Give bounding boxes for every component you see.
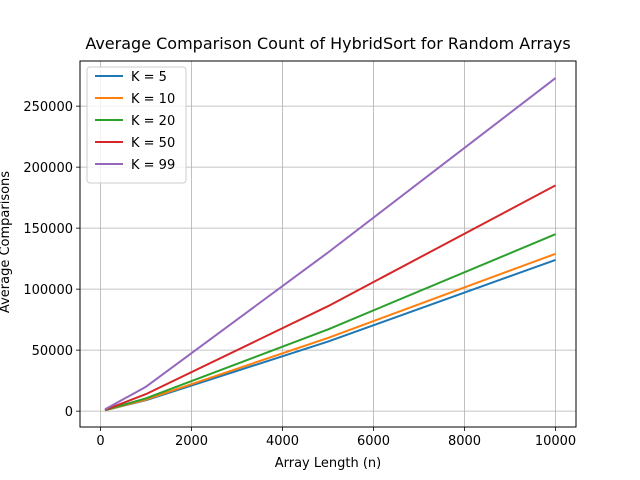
plot-frame (79, 60, 577, 428)
x-tick-label: 0 (96, 434, 104, 449)
x-tick-label: 8000 (448, 434, 481, 449)
chart-title: Average Comparison Count of HybridSort f… (85, 34, 570, 53)
x-tick-label: 6000 (357, 434, 390, 449)
series-line-k-20 (104, 233, 556, 412)
series-line-k-50 (104, 184, 556, 411)
y-tick-label: 0 (65, 405, 73, 420)
legend-label: K = 5 (131, 70, 167, 85)
y-tick-label: 200000 (23, 161, 73, 176)
y-tick-label: 150000 (23, 222, 73, 237)
y-tick-label: 250000 (23, 100, 73, 115)
series-lines (104, 77, 557, 412)
x-axis-title: Array Length (n) (275, 456, 382, 471)
legend-label: K = 50 (131, 136, 175, 151)
legend: K = 5 K = 10 K = 20 K = 50 K = 99 (86, 66, 187, 184)
y-tick-label: 50000 (32, 344, 73, 359)
series-line-k-99 (104, 77, 557, 411)
legend-box (86, 66, 187, 184)
y-tick-label: 100000 (23, 283, 73, 298)
legend-label: K = 99 (131, 158, 175, 173)
grid (80, 61, 576, 427)
x-tick-label: 4000 (266, 434, 299, 449)
x-tick-label: 10000 (535, 434, 576, 449)
x-tick-label: 2000 (175, 434, 208, 449)
legend-label: K = 10 (131, 92, 175, 107)
legend-label: K = 20 (131, 114, 175, 129)
axis-ticks: 0 2000 4000 6000 8000 10000050000100000150000… (23, 100, 576, 449)
y-axis-title: Average Comparisons (0, 171, 13, 313)
